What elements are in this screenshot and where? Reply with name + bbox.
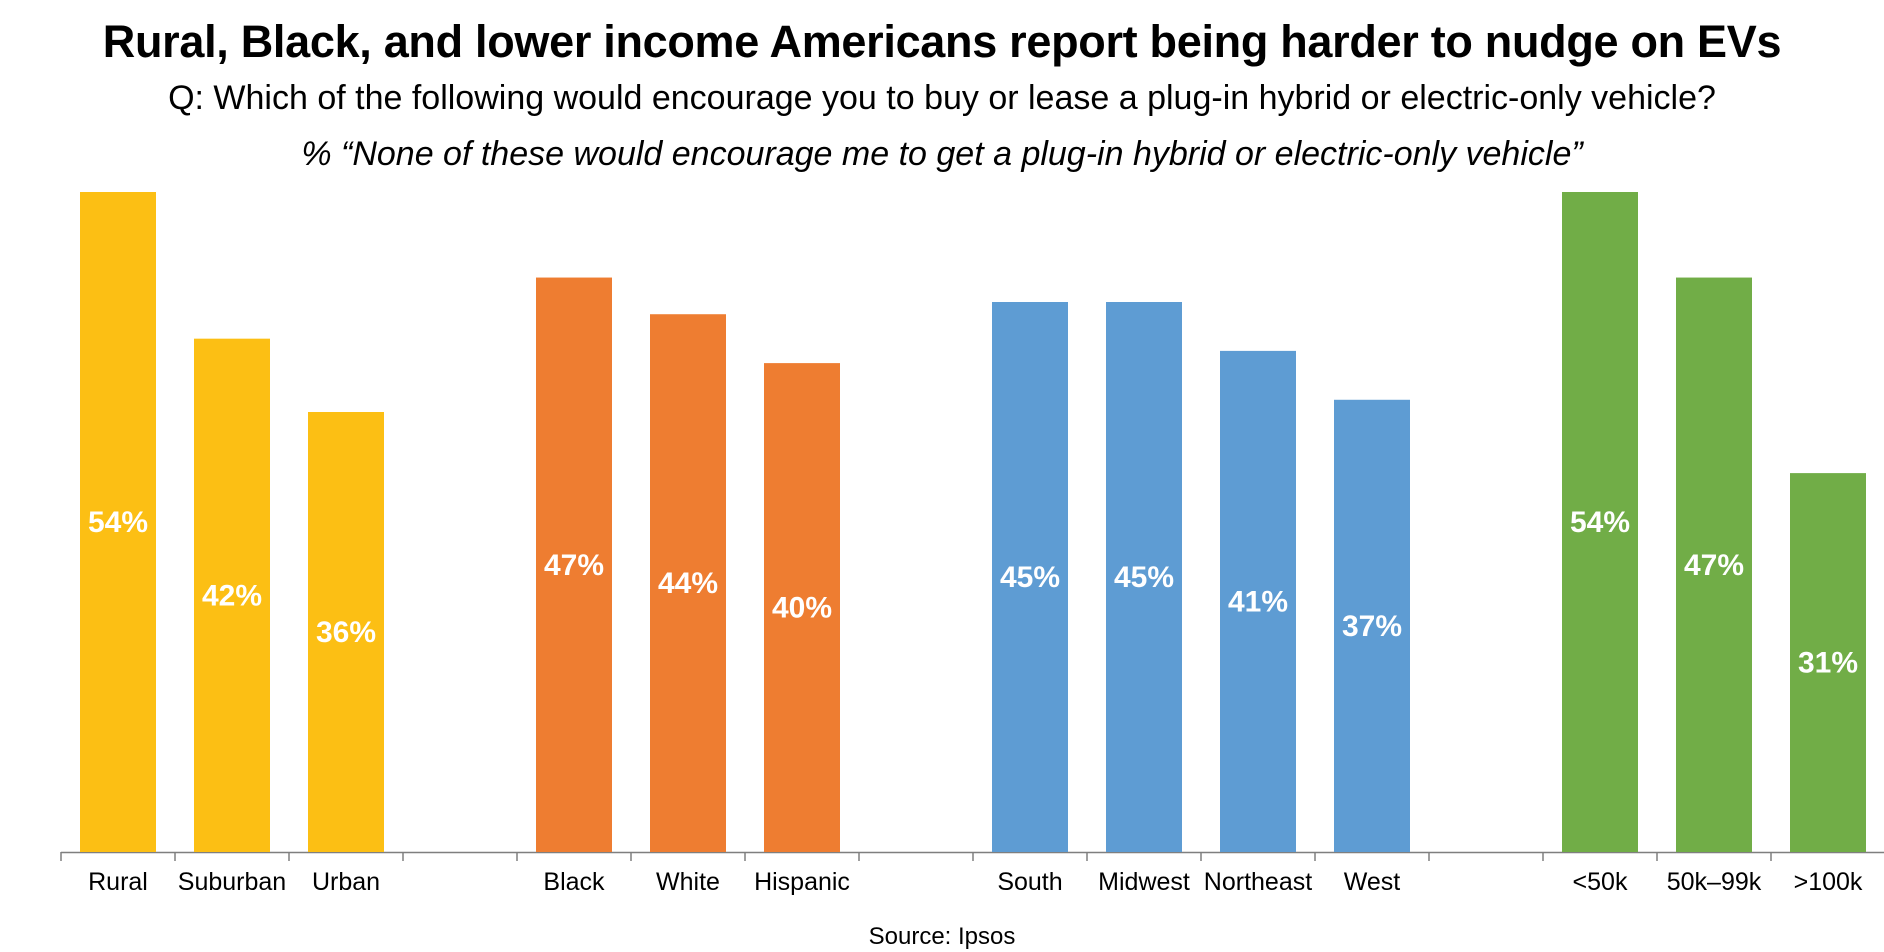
data-label: 54% xyxy=(88,506,148,539)
bar xyxy=(1676,277,1752,852)
bar xyxy=(1106,302,1182,852)
chart-question: Q: Which of the following would encourag… xyxy=(168,79,1716,117)
bar xyxy=(194,338,270,853)
bar xyxy=(308,412,384,852)
x-tick-label: Rural xyxy=(88,868,148,896)
bar xyxy=(536,277,612,852)
x-tick-label: Black xyxy=(543,868,605,896)
x-tick-label: Hispanic xyxy=(754,868,850,896)
data-label: 45% xyxy=(1114,561,1174,594)
data-label: 36% xyxy=(316,616,376,649)
data-label: 54% xyxy=(1570,506,1630,539)
x-tick-label: South xyxy=(997,868,1062,896)
bar xyxy=(1790,473,1866,852)
x-tick-label: <50k xyxy=(1573,868,1628,896)
bar xyxy=(764,363,840,852)
chart-title: Rural, Black, and lower income Americans… xyxy=(102,16,1782,67)
data-label: 44% xyxy=(658,567,718,600)
data-label: 41% xyxy=(1228,585,1288,618)
x-tick-label: West xyxy=(1344,868,1401,896)
bar xyxy=(1562,192,1638,852)
x-tick-label: Suburban xyxy=(178,868,286,896)
chart-measure: % “None of these would encourage me to g… xyxy=(301,135,1583,173)
data-label: 47% xyxy=(1684,549,1744,582)
x-tick-label: 50k–99k xyxy=(1667,868,1762,896)
x-tick-label: Urban xyxy=(312,868,380,896)
bar xyxy=(80,192,156,852)
data-label: 31% xyxy=(1798,647,1858,680)
bar xyxy=(1334,399,1410,852)
x-tick-label: >100k xyxy=(1794,868,1863,896)
data-label: 47% xyxy=(544,549,604,582)
data-label: 37% xyxy=(1342,610,1402,643)
x-tick-label: Midwest xyxy=(1098,868,1190,896)
chart-source: Source: Ipsos xyxy=(868,923,1016,950)
x-tick-label: White xyxy=(656,868,720,896)
bar xyxy=(1220,350,1296,852)
bar xyxy=(992,302,1068,852)
data-label: 42% xyxy=(202,579,262,612)
data-label: 45% xyxy=(1000,561,1060,594)
bar xyxy=(650,314,726,852)
data-label: 40% xyxy=(772,592,832,625)
x-tick-label: Northeast xyxy=(1204,868,1312,896)
